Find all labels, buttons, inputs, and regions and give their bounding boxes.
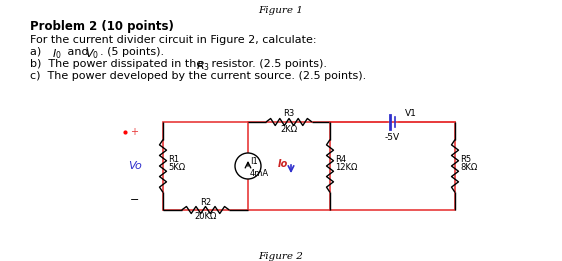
- Text: V1: V1: [405, 110, 416, 118]
- Text: a): a): [30, 47, 48, 57]
- Text: +: +: [130, 127, 138, 137]
- Text: b)  The power dissipated in the: b) The power dissipated in the: [30, 59, 207, 69]
- Text: 4mA: 4mA: [250, 169, 269, 179]
- Text: . (5 points).: . (5 points).: [100, 47, 164, 57]
- Text: R3: R3: [283, 109, 294, 118]
- Text: Figure 2: Figure 2: [259, 252, 303, 261]
- Text: $V_0$: $V_0$: [85, 47, 99, 61]
- Text: For the current divider circuit in Figure 2, calculate:: For the current divider circuit in Figur…: [30, 35, 316, 45]
- Text: R4: R4: [335, 155, 346, 163]
- Text: 20KΩ: 20KΩ: [194, 212, 217, 221]
- Circle shape: [235, 153, 261, 179]
- Text: c)  The power developed by the current source. (2.5 points).: c) The power developed by the current so…: [30, 71, 366, 81]
- Text: 5KΩ: 5KΩ: [168, 163, 185, 173]
- Text: R1: R1: [168, 155, 179, 163]
- Text: and: and: [64, 47, 92, 57]
- Text: Vo: Vo: [128, 161, 142, 171]
- Text: 12KΩ: 12KΩ: [335, 163, 357, 173]
- Text: $R_3$: $R_3$: [196, 59, 210, 73]
- Text: R5: R5: [460, 155, 471, 163]
- Text: Io: Io: [278, 159, 288, 169]
- Text: I1: I1: [250, 157, 258, 167]
- Text: 2KΩ: 2KΩ: [280, 125, 297, 134]
- Text: 8KΩ: 8KΩ: [460, 163, 477, 173]
- Text: R2: R2: [200, 198, 211, 207]
- Text: resistor. (2.5 points).: resistor. (2.5 points).: [208, 59, 327, 69]
- Bar: [163, 122, 455, 210]
- Text: Figure 1: Figure 1: [259, 6, 303, 15]
- Text: -5V: -5V: [385, 133, 400, 142]
- Text: $I_0$: $I_0$: [52, 47, 62, 61]
- Text: Problem 2 (10 points): Problem 2 (10 points): [30, 20, 174, 33]
- Text: −: −: [130, 195, 139, 205]
